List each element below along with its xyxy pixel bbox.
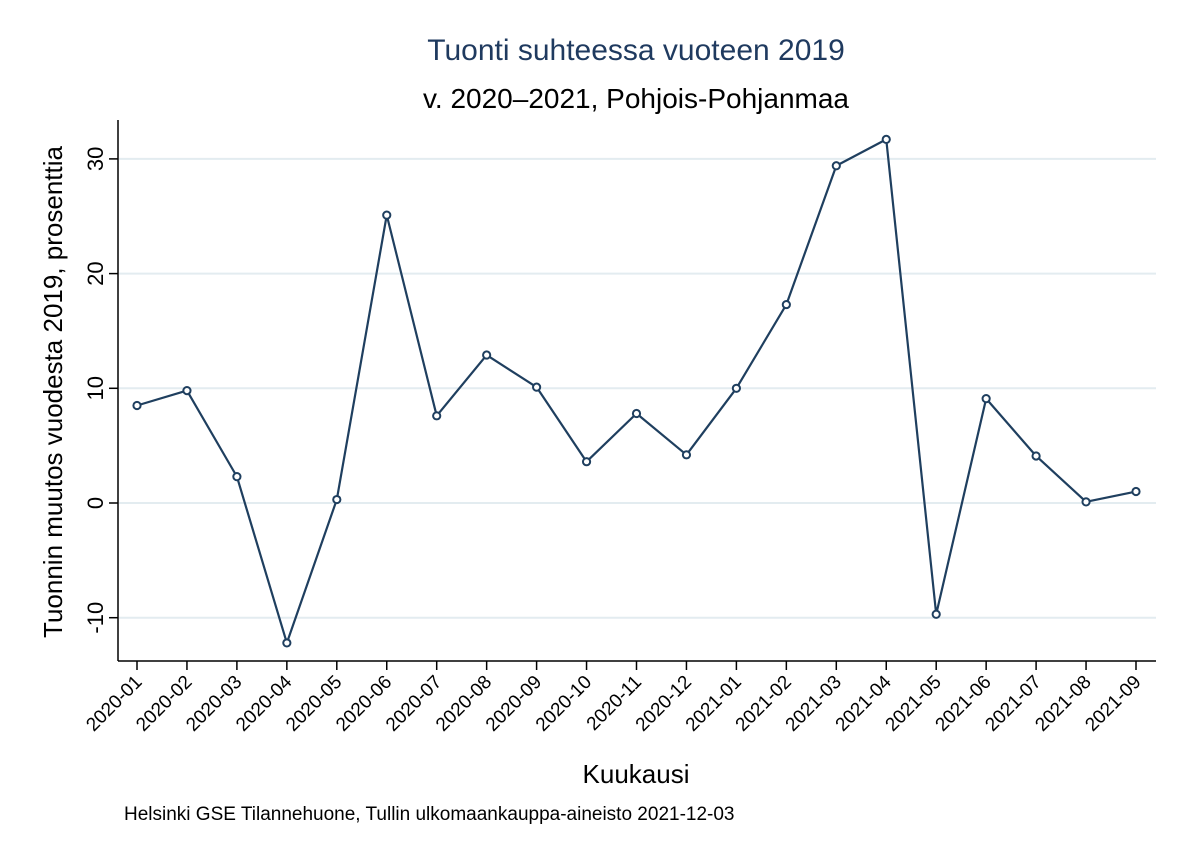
x-axis-label: Kuukausi [583,759,690,789]
chart-subtitle: v. 2020–2021, Pohjois-Pohjanmaa [423,83,849,114]
data-point-2020-11 [631,408,642,419]
y-tick-labels: -10 0 10 20 30 [83,147,108,634]
series-polyline [136,138,1137,645]
data-point-2021-03 [831,161,841,171]
source-note: Helsinki GSE Tilannehuone, Tullin ulkoma… [124,804,735,825]
y-axis-label: Tuonnin muutos vuodesta 2019, prosenttia [38,146,68,638]
x-tick-label: 2021-09 [1081,672,1145,736]
x-tick-label: 2020-10 [532,672,596,736]
series-line [136,138,1137,645]
data-point-2021-02 [781,299,791,310]
data-point-2020-06 [382,210,392,220]
data-point-2021-06 [981,394,991,404]
data-point-2020-05 [332,494,342,505]
y-tick-label: 10 [83,376,108,400]
data-point-2021-08 [1081,497,1091,507]
grid-lines [119,157,1156,619]
data-point-2021-04 [881,134,891,145]
data-points [132,134,1141,648]
data-point-2020-03 [232,472,242,482]
data-point-2021-07 [1031,451,1041,461]
x-tick-labels: 2020-012020-022020-032020-042020-052020-… [82,671,1145,735]
y-tick-label: 30 [83,147,108,171]
data-point-2020-04 [282,638,292,648]
y-tick-label: 20 [83,261,108,285]
y-tick-label: 0 [83,497,108,509]
axes [109,120,1156,670]
data-point-2021-05 [931,609,941,619]
data-point-2020-08 [482,350,492,360]
chart-title: Tuonti suhteessa vuoteen 2019 [427,34,845,67]
data-point-2021-01 [731,383,742,393]
y-tick-label: -10 [83,602,108,634]
data-point-2020-12 [681,450,692,460]
data-point-2020-07 [432,411,442,421]
data-point-2021-09 [1131,486,1141,497]
data-point-2020-10 [581,457,592,467]
data-point-2020-02 [182,385,192,396]
data-point-2020-01 [132,400,142,411]
data-point-2020-09 [532,382,542,392]
